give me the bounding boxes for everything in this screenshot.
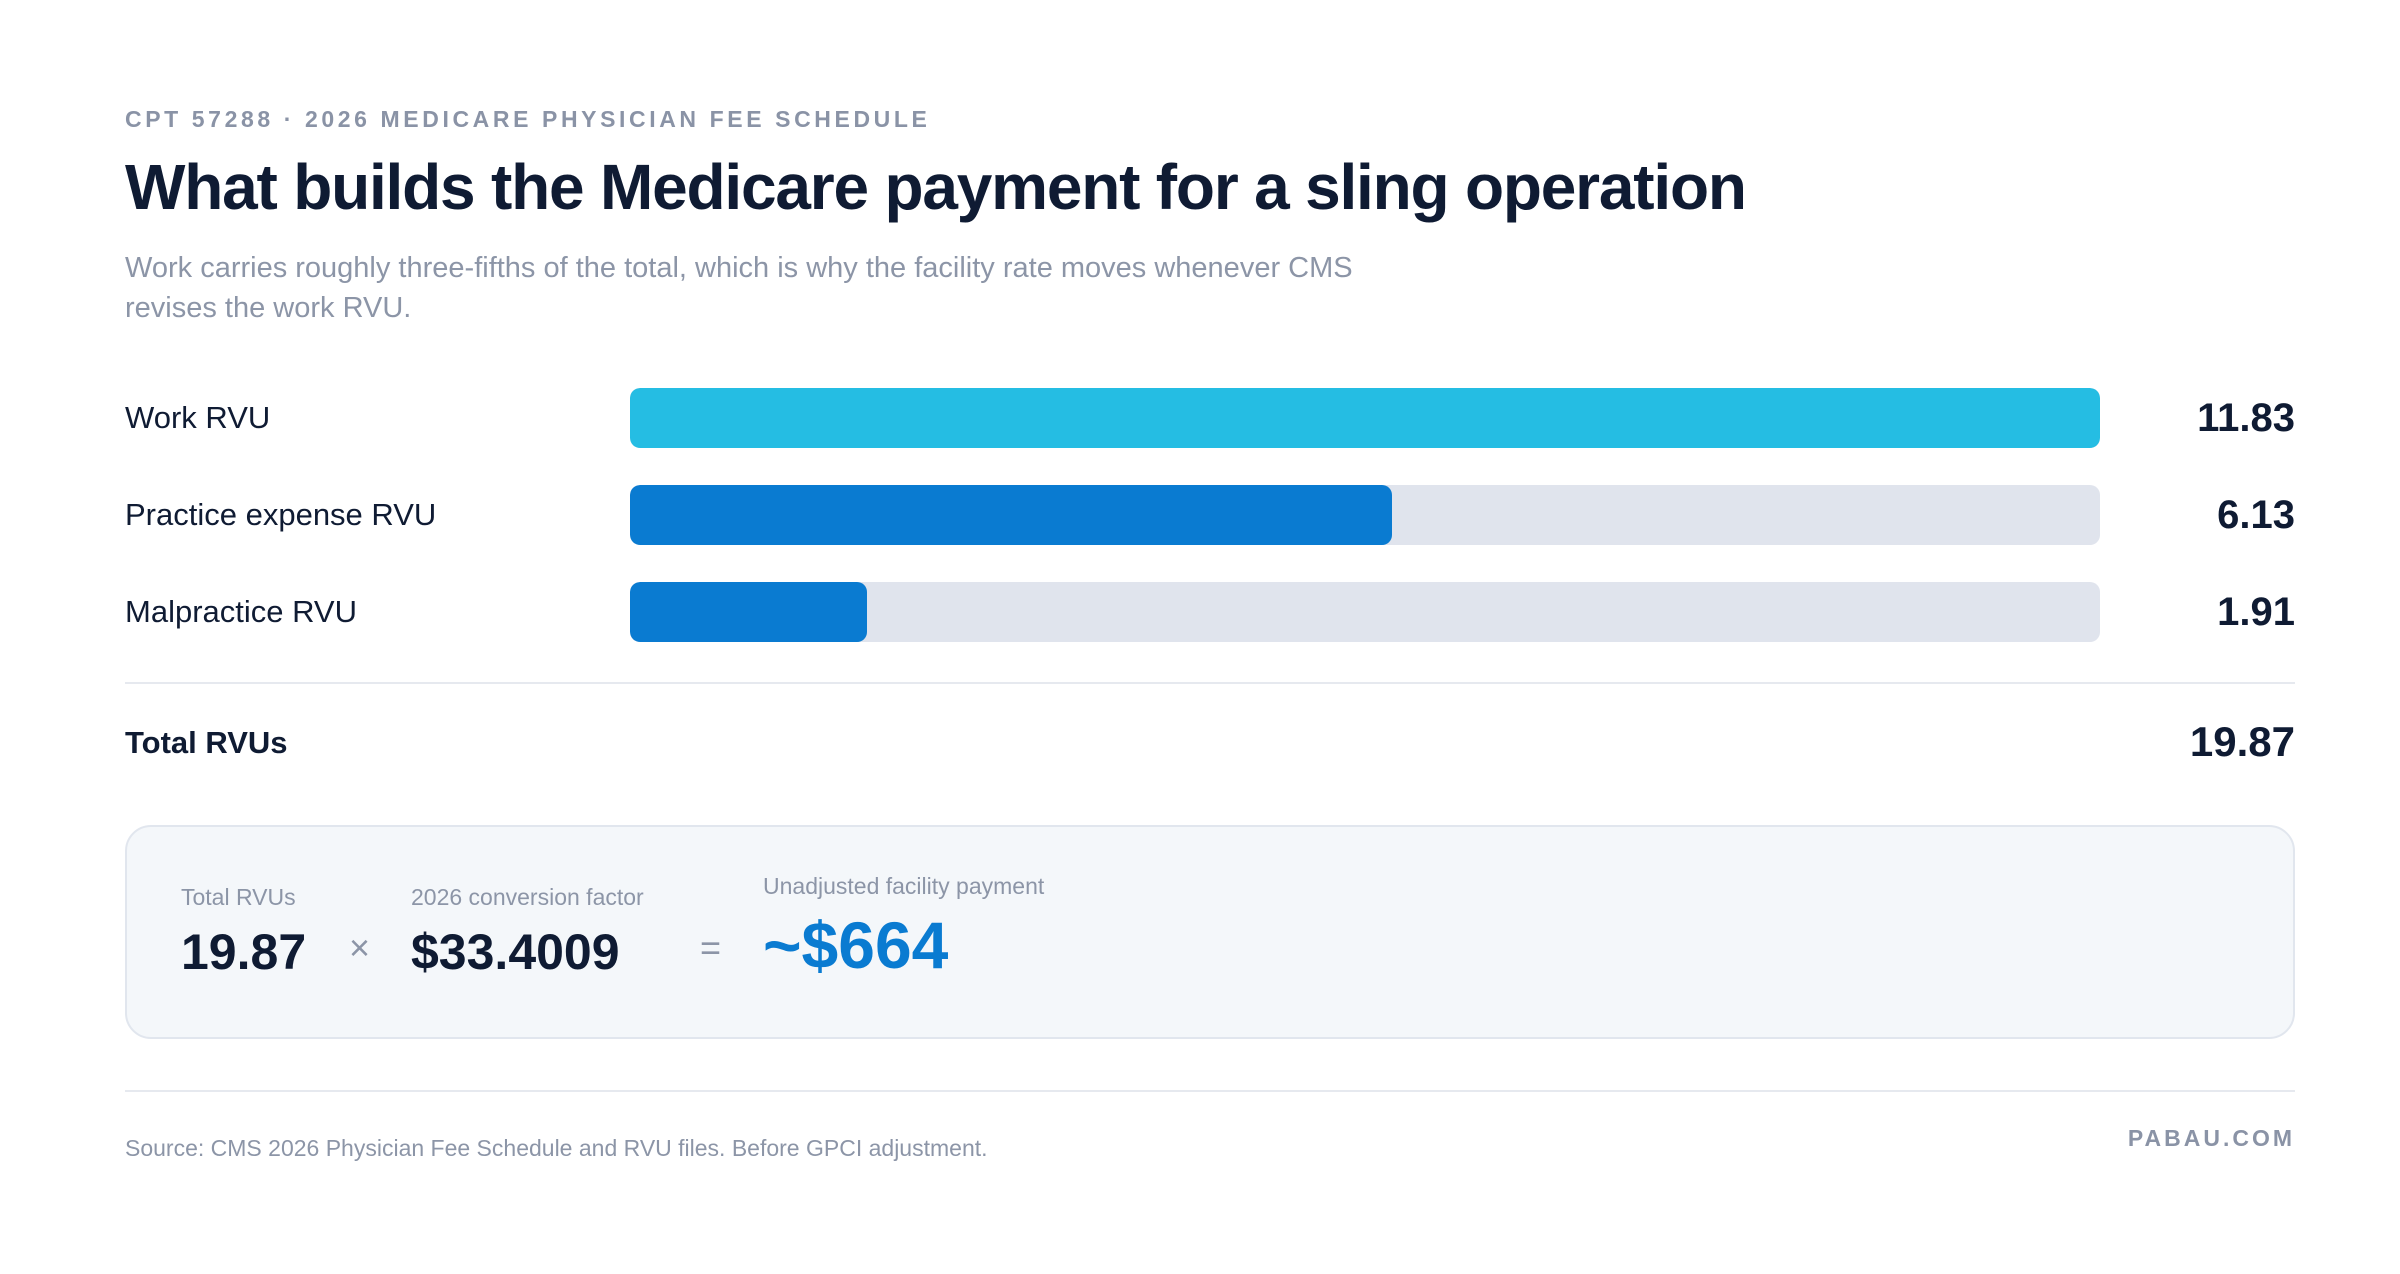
- eyebrow-label: CPT 57288 · 2026 MEDICARE PHYSICIAN FEE …: [125, 106, 931, 132]
- payment-calculation-panel: Total RVUs 19.87 × 2026 conversion facto…: [125, 825, 2295, 1039]
- bar-label-work: Work RVU: [125, 400, 271, 435]
- bar-label-malpractice: Malpractice RVU: [125, 594, 358, 629]
- calc-result-value: ~$664: [763, 908, 949, 982]
- total-divider: [125, 682, 2295, 684]
- page-title: What builds the Medicare payment for a s…: [125, 151, 1747, 223]
- bar-track-practice-expense: [630, 485, 2100, 545]
- bar-track-work: [630, 388, 2100, 448]
- bar-value-malpractice: 1.91: [2217, 590, 2295, 634]
- bar-value-work: 11.83: [2197, 396, 2295, 440]
- source-note: Source: CMS 2026 Physician Fee Schedule …: [125, 1135, 988, 1161]
- bar-label-practice-expense: Practice expense RVU: [125, 497, 437, 532]
- bar-practice-expense: [630, 485, 1392, 545]
- page-subtitle: Work carries roughly three-fifths of the…: [125, 252, 1353, 324]
- bar-malpractice: [630, 582, 867, 642]
- calc-result-caption: Unadjusted facility payment: [763, 873, 1045, 899]
- equals-symbol: =: [700, 927, 722, 968]
- infographic: CPT 57288 · 2026 MEDICARE PHYSICIAN FEE …: [125, 0, 2295, 1274]
- bar-value-practice-expense: 6.13: [2217, 493, 2295, 537]
- bar-work: [630, 388, 2100, 448]
- footer-divider: [125, 1090, 2295, 1092]
- total-rvus-value: 19.87: [2189, 718, 2295, 765]
- brand-label: PABAU.COM: [2127, 1125, 2295, 1151]
- total-rvus-label: Total RVUs: [125, 725, 288, 760]
- calc-conversion-factor-value: $33.4009: [411, 924, 620, 980]
- calc-rvu-caption: Total RVUs: [181, 884, 296, 910]
- bar-track-malpractice: [630, 582, 2100, 642]
- calc-rvu-value: 19.87: [181, 924, 307, 980]
- multiply-symbol: ×: [349, 927, 371, 968]
- calc-conversion-factor-caption: 2026 conversion factor: [411, 884, 644, 910]
